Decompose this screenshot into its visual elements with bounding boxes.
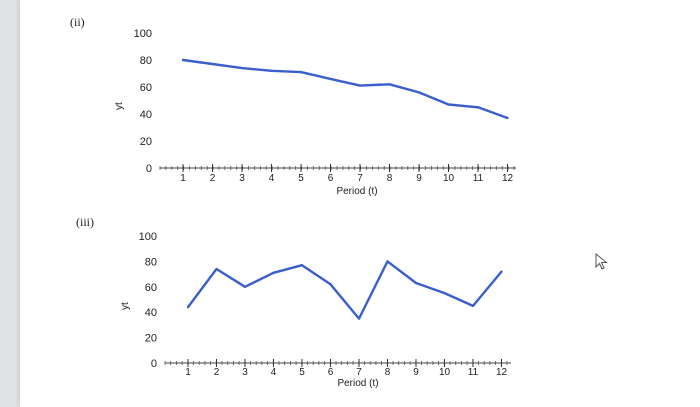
y-tick-label: 0 — [146, 163, 152, 175]
pointer-arrow-icon — [595, 253, 608, 270]
x-tick-label: 4 — [271, 367, 277, 378]
x-tick-label: 7 — [357, 173, 363, 184]
x-tick-label: 11 — [468, 367, 479, 378]
y-tick-label: 60 — [145, 282, 157, 294]
data-point-iii — [357, 317, 361, 320]
y-tick-label: 100 — [134, 28, 152, 40]
document-page — [20, 0, 700, 407]
data-point-iii — [329, 283, 332, 286]
data-point-ii — [299, 70, 303, 74]
y-tick-label: 60 — [140, 82, 152, 94]
y-axis-label-iii: yt — [120, 302, 131, 310]
x-tick-label: 1 — [180, 173, 186, 184]
data-point-ii — [358, 84, 362, 87]
x-ticks-iii: 1 2 3 4 5 6 7 8 9 10 11 12 — [185, 359, 507, 378]
x-tick-label: 2 — [214, 367, 220, 378]
panel-label-ii: (ii) — [70, 15, 85, 29]
x-minor-ticks-ii — [159, 166, 515, 170]
x-tick-label: 2 — [210, 173, 216, 184]
x-tick-label: 1 — [185, 367, 191, 378]
data-point-iii — [386, 260, 389, 263]
x-tick-label: 7 — [356, 367, 362, 378]
y-tick-label: 80 — [145, 256, 157, 268]
data-point-iii — [443, 291, 446, 295]
page-edge — [0, 0, 20, 407]
y-axis-label-ii: yt — [114, 102, 125, 110]
x-tick-label: 5 — [299, 367, 305, 378]
data-point-ii — [270, 69, 273, 73]
data-point-iii — [186, 305, 190, 309]
data-point-ii — [240, 66, 244, 70]
data-point-iii — [272, 271, 275, 275]
y-tick-label: 40 — [145, 307, 157, 319]
data-point-iii — [300, 264, 304, 267]
x-tick-label: 10 — [439, 367, 451, 378]
data-point-ii — [329, 77, 332, 81]
data-point-ii — [181, 58, 185, 62]
x-tick-label: 10 — [443, 173, 455, 184]
data-point-ii — [476, 106, 480, 109]
data-point-ii — [211, 62, 214, 66]
x-tick-label: 6 — [328, 173, 334, 184]
data-point-iii — [414, 281, 418, 285]
y-tick-label: 40 — [140, 109, 152, 121]
x-tick-label: 8 — [385, 367, 391, 378]
y-tick-label: 100 — [139, 231, 157, 243]
panel-label-iii: (iii) — [76, 215, 94, 229]
data-point-ii — [388, 83, 391, 86]
series-line-iii — [187, 260, 503, 320]
x-tick-label: 4 — [269, 173, 275, 184]
x-tick-label: 6 — [328, 367, 334, 378]
x-tick-label: 5 — [298, 173, 304, 184]
y-tick-label: 0 — [151, 358, 157, 370]
series-line-ii — [182, 58, 508, 120]
x-tick-label: 3 — [239, 173, 245, 184]
data-point-iii — [471, 304, 475, 308]
x-tick-label: 12 — [496, 367, 508, 378]
y-tick-label: 80 — [140, 55, 152, 67]
x-tick-label: 8 — [387, 173, 393, 184]
data-point-iii — [500, 270, 503, 273]
y-ticks-ii: 0 20 40 60 80 100 — [134, 28, 152, 175]
x-axis-title-ii: Period (t) — [336, 186, 377, 197]
x-tick-label: 11 — [473, 173, 484, 184]
x-axis-title-iii: Period (t) — [337, 378, 378, 389]
data-point-iii — [243, 285, 247, 288]
data-point-ii — [447, 103, 450, 106]
x-ticks-ii: 1 2 3 4 5 6 7 8 9 10 11 12 — [180, 164, 513, 184]
y-tick-label: 20 — [140, 136, 152, 148]
data-point-ii — [417, 91, 421, 94]
x-tick-label: 9 — [416, 173, 422, 184]
x-tick-label: 12 — [502, 173, 514, 184]
data-point-iii — [215, 267, 218, 271]
data-point-ii — [506, 116, 509, 120]
y-ticks-iii: 0 20 40 60 80 100 — [139, 231, 157, 370]
x-tick-label: 3 — [242, 367, 248, 378]
x-tick-label: 9 — [413, 367, 419, 378]
y-tick-label: 20 — [145, 333, 157, 345]
